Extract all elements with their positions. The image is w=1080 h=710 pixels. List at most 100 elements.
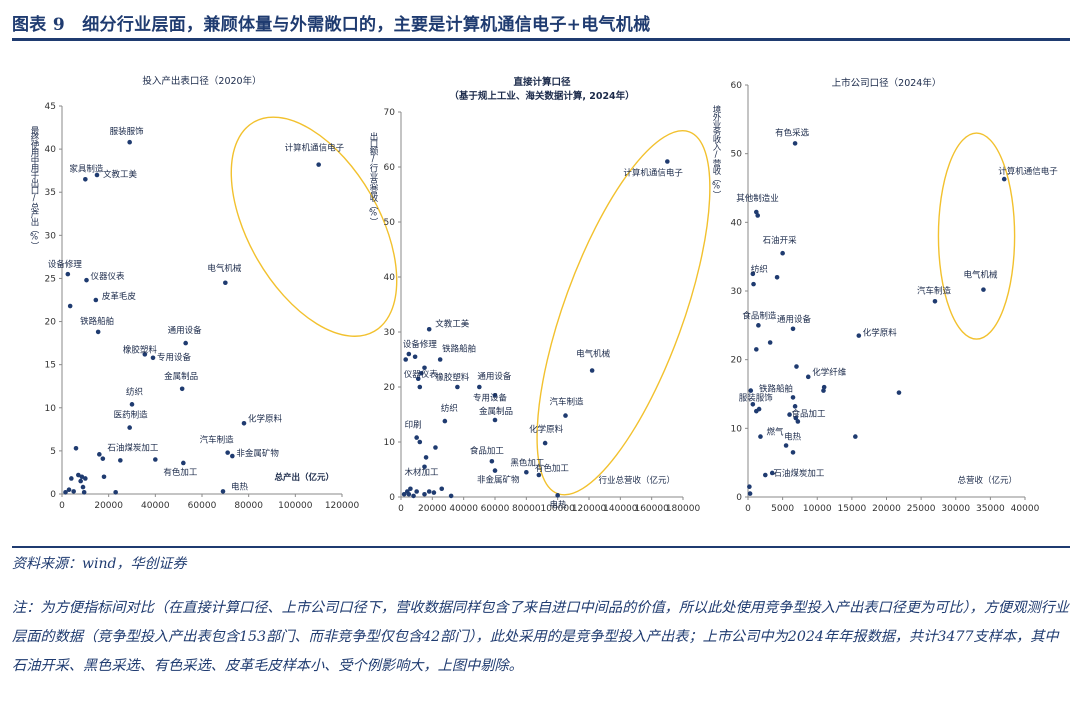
data-point [69, 476, 74, 481]
data-point-labeled [153, 457, 158, 462]
point-label: 电热 [784, 432, 802, 443]
point-label: 化学原料 [529, 424, 564, 435]
x-tick-label: 25000 [907, 504, 936, 514]
data-point-labeled [563, 413, 568, 418]
point-label: 非金属矿物 [236, 448, 279, 459]
y-tick-label: 20 [384, 383, 396, 393]
data-point-labeled [932, 299, 938, 304]
data-point [67, 303, 73, 309]
data-point-labeled [477, 384, 482, 390]
y-tick-label: 50 [731, 150, 743, 160]
x-tick-label: 160000 [634, 504, 669, 514]
point-label: 铁路船舶 [80, 316, 114, 327]
data-point-labeled [220, 489, 226, 494]
data-point [415, 376, 421, 382]
data-point [422, 491, 427, 497]
y-tick-label: 40 [45, 145, 57, 155]
x-tick-label: 0 [59, 501, 65, 511]
point-label: 通用设备 [477, 371, 512, 382]
point-label: 电气机械 [576, 349, 611, 360]
data-point-labeled [763, 472, 768, 478]
data-point-labeled [94, 172, 100, 178]
data-point [431, 490, 437, 495]
scatter-chart-direct-calc: 直接计算口径 （基于规上工业、海关数据计算, 2024年） 0 10 20 30 40 50 6… [368, 76, 711, 514]
x-tick-label: 10000 [803, 504, 832, 514]
data-point-labeled [127, 425, 132, 430]
point-label: 计算机通信电子 [285, 143, 345, 154]
highlight-ellipse [230, 116, 398, 337]
y-tick-label: 0 [736, 493, 742, 503]
data-point-labeled [489, 458, 495, 464]
figure-title: 图表 9 细分行业层面，兼顾体量与外需敞口的，主要是计算机通信电子+电气机械 [12, 14, 651, 35]
x-tick-label: 20000 [94, 501, 123, 511]
data-point [795, 419, 801, 424]
point-label: 金属制品 [479, 406, 513, 417]
data-point [423, 455, 429, 460]
data-point-labeled [536, 472, 542, 478]
data-point [754, 347, 759, 352]
point-label: 食品制造 [742, 310, 777, 321]
data-point [747, 491, 753, 496]
data-point-labeled [555, 493, 560, 498]
data-point-labeled [83, 176, 88, 182]
bottom-divider [12, 546, 1070, 548]
point-label: 服装服饰 [110, 126, 145, 137]
point-label: 化学原料 [248, 413, 283, 424]
point-label: 设备修理 [48, 259, 83, 270]
data-point [419, 370, 424, 376]
data-point [66, 487, 72, 492]
point-label: 文教工美 [435, 318, 470, 329]
data-point [426, 489, 432, 494]
data-point [76, 472, 81, 478]
point-label: 纺织 [751, 264, 768, 275]
data-point [896, 390, 902, 395]
x-tick-label: 20000 [872, 504, 901, 514]
y-tick-label: 60 [731, 81, 743, 91]
data-point [767, 340, 773, 345]
data-point [793, 415, 799, 421]
point-label: 金属制品 [164, 371, 198, 382]
chart-title: 投入产出表口径（2020年） [142, 75, 261, 87]
data-point-labeled [754, 209, 759, 215]
point-label: 铁路船舶 [759, 383, 793, 394]
point-label: 石油煤炭加工 [107, 443, 159, 454]
data-point [78, 478, 83, 484]
point-label: 化学纤维 [812, 367, 847, 378]
x-tick-label: 0 [398, 504, 404, 514]
data-point-labeled [783, 443, 789, 448]
y-tick-label: 60 [384, 163, 396, 173]
y-tick-label: 15 [45, 361, 56, 371]
data-point-labeled [442, 418, 448, 424]
data-point [401, 491, 407, 497]
chart-panel-listed-companies: 上市公司口径（2024年） 0 10 20 30 40 50 60 0 5000 10000 1500… [710, 60, 1060, 530]
data-point-labeled [524, 469, 529, 475]
data-point-labeled [589, 368, 595, 373]
data-point-labeled [95, 329, 101, 335]
x-axis-label: 总产出（亿元） [274, 472, 334, 483]
point-label: 家具制造 [69, 163, 104, 174]
data-point [71, 489, 76, 494]
data-point [100, 456, 106, 461]
data-point-labeled [230, 453, 235, 459]
data-point-labeled [181, 460, 186, 466]
figure-title-bar: 图表 9 细分行业层面，兼顾体量与外需敞口的，主要是计算机通信电子+电气机械 [12, 6, 1070, 41]
source-text: 资料来源：wind，华创证券 [12, 556, 187, 572]
point-label: 电热 [231, 481, 249, 492]
data-point [821, 384, 827, 390]
data-point-labeled [241, 420, 247, 426]
x-axis-label: 行业总营收（亿元） [598, 475, 675, 486]
data-point-labeled [225, 450, 230, 455]
data-point-labeled [665, 159, 670, 164]
data-point-labeled [792, 141, 798, 146]
data-point-labeled [316, 162, 321, 167]
point-label: 专用设备 [157, 352, 192, 363]
y-tick-label: 30 [731, 287, 743, 297]
x-tick-label: 100000 [278, 501, 313, 511]
data-point [81, 489, 87, 495]
data-point [756, 406, 762, 412]
data-point-labeled [179, 386, 185, 392]
point-label: 石油煤炭加工 [773, 468, 825, 479]
y-tick-label: 40 [731, 218, 743, 228]
data-point-labeled [492, 468, 498, 473]
chart-subtitle: （基于规上工业、海关数据计算, 2024年） [449, 90, 634, 102]
